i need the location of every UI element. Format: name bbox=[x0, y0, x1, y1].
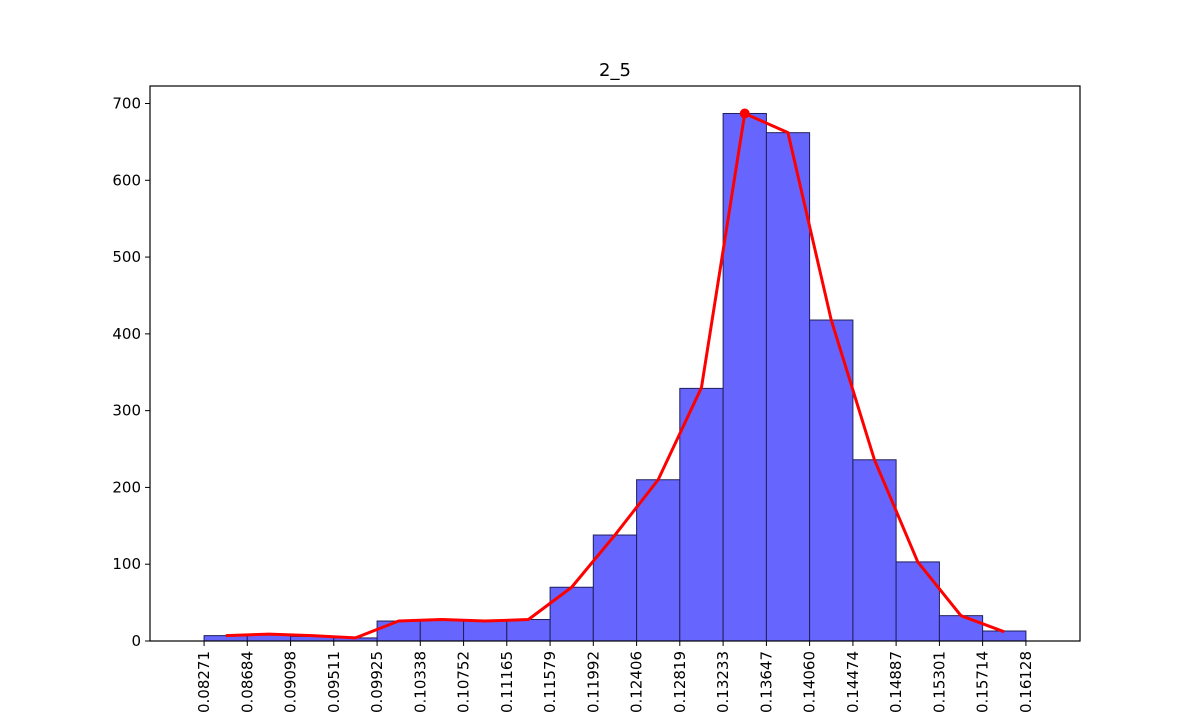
y-tick-label: 100 bbox=[112, 555, 141, 573]
histogram-bar bbox=[463, 620, 508, 642]
y-axis: 0 100 200 300 400 500 600 700 bbox=[112, 95, 150, 650]
peak-marker bbox=[739, 108, 750, 119]
y-tick-label: 0 bbox=[131, 632, 141, 650]
x-tick-label: 0.11579 bbox=[541, 651, 559, 713]
histogram-bar bbox=[765, 132, 811, 642]
x-tick-label: 0.10752 bbox=[455, 651, 473, 713]
y-tick-label: 300 bbox=[112, 402, 141, 420]
trend-line bbox=[225, 111, 1005, 640]
histogram-bar bbox=[636, 479, 681, 642]
histogram-bar bbox=[549, 586, 594, 642]
x-tick-label: 0.13647 bbox=[757, 651, 775, 713]
x-tick-label: 0.15301 bbox=[930, 651, 948, 713]
x-tick-label: 0.10338 bbox=[411, 651, 429, 713]
x-tick-label: 0.12819 bbox=[671, 651, 689, 713]
x-tick-label: 0.09098 bbox=[282, 651, 300, 713]
x-tick-label: 0.08684 bbox=[238, 651, 256, 713]
x-tick-label: 0.14060 bbox=[801, 651, 819, 713]
y-tick-label: 700 bbox=[112, 95, 141, 113]
y-tick-label: 200 bbox=[112, 478, 141, 496]
histogram-bar bbox=[852, 459, 897, 642]
x-tick-label: 0.09925 bbox=[368, 651, 386, 713]
plot-frame bbox=[149, 85, 1081, 642]
histogram-bar bbox=[938, 615, 984, 642]
y-tick-label: 600 bbox=[112, 171, 141, 189]
x-tick-label: 0.14887 bbox=[887, 651, 905, 713]
histogram-bar bbox=[506, 619, 551, 642]
x-tick-label: 0.09511 bbox=[325, 651, 343, 713]
bars-group bbox=[203, 112, 1027, 642]
histogram-bar bbox=[679, 387, 724, 642]
x-tick-label: 0.16128 bbox=[1017, 651, 1035, 713]
x-tick-label: 0.15714 bbox=[974, 651, 992, 713]
x-tick-label: 0.11992 bbox=[584, 651, 602, 713]
histogram-bar bbox=[722, 112, 767, 642]
x-tick-label: 0.14474 bbox=[844, 651, 862, 713]
x-tick-label: 0.11165 bbox=[498, 651, 516, 713]
histogram-bar bbox=[419, 619, 465, 642]
histogram-bar bbox=[895, 561, 940, 642]
histogram-bar bbox=[592, 534, 638, 642]
chart-title: 2_5 bbox=[599, 60, 631, 81]
histogram-bar bbox=[982, 630, 1027, 642]
y-tick-label: 400 bbox=[112, 325, 141, 343]
y-tick-label: 500 bbox=[112, 248, 141, 266]
histogram-bar bbox=[809, 319, 854, 642]
x-tick-label: 0.12406 bbox=[628, 651, 646, 713]
x-axis: 0.08271 0.08684 0.09098 0.09511 0.09925 0.103… bbox=[195, 641, 1035, 713]
histogram-bar bbox=[376, 620, 421, 642]
curve-group bbox=[225, 108, 1005, 640]
x-tick-label: 0.08271 bbox=[195, 651, 213, 713]
x-tick-label: 0.13233 bbox=[714, 651, 732, 713]
